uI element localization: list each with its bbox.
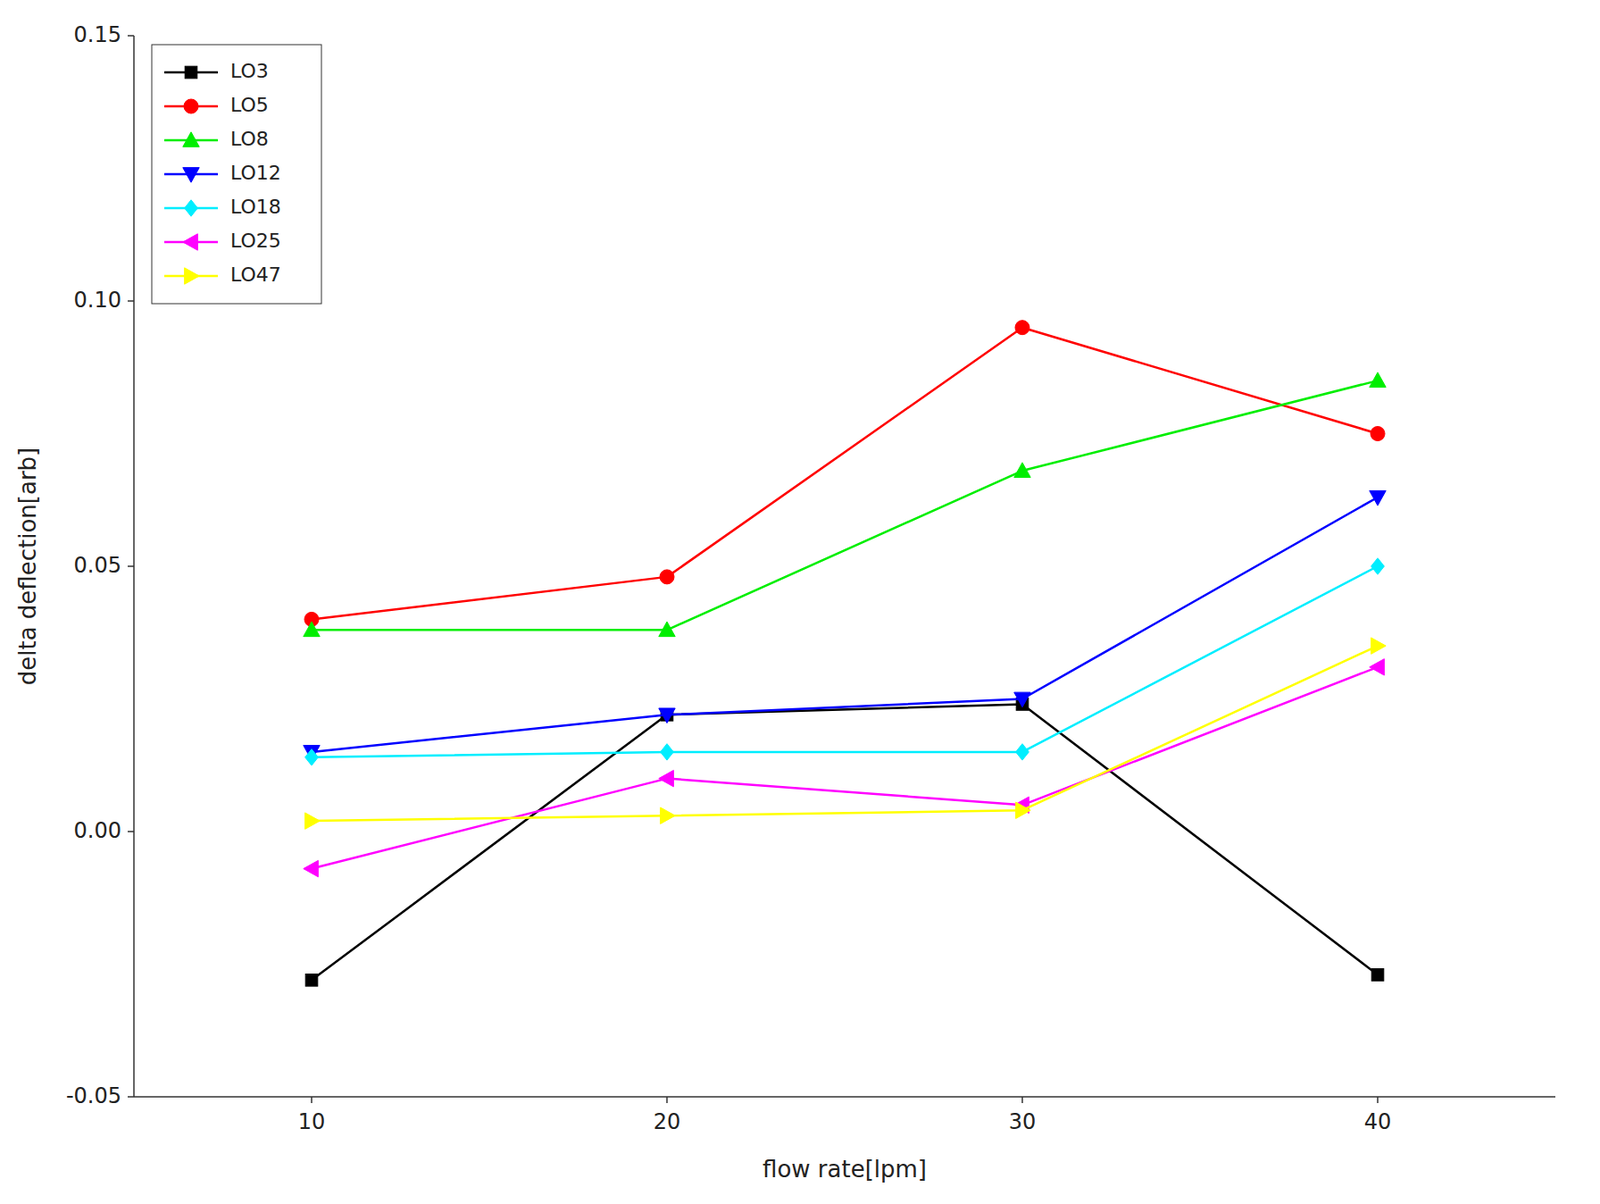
y-tick-label: 0.15 [74,22,122,48]
x-tick-label: 30 [1008,1108,1037,1134]
series-line [311,380,1378,630]
data-point [305,749,319,766]
series [303,658,1385,877]
data-point [303,621,320,637]
x-tick-label: 40 [1364,1108,1392,1134]
x-tick-label: 20 [653,1108,682,1134]
x-tick [310,1096,313,1103]
x-axis-label: flow rate[lpm] [762,1155,927,1183]
y-tick-label: 0.05 [74,552,122,578]
y-tick [127,830,134,833]
data-point [303,859,319,876]
x-tick [1376,1096,1379,1103]
data-point [659,569,675,584]
legend-label: LO5 [230,93,269,117]
plot-area [303,320,1386,986]
data-point [660,743,675,760]
series [305,698,1384,986]
legend-label: LO12 [230,161,282,184]
data-point [658,708,675,724]
legend-box [151,44,322,304]
data-point [658,769,675,786]
y-tick [127,1095,134,1098]
series-line [311,703,1378,980]
data-point [660,807,676,824]
data-point [1014,462,1031,478]
data-point [1369,490,1386,506]
data-point [1016,743,1030,760]
legend-label: LO3 [230,59,269,83]
data-point [1369,372,1386,388]
series [305,637,1387,829]
x-tick [1021,1096,1024,1103]
data-point [658,621,675,637]
legend-marker [184,66,198,79]
chart-container: 10 20 30 40 -0.05 0.00 0.05 0.10 0.15 flow rate[l… [0,0,1600,1204]
series [305,558,1385,766]
data-point [1016,801,1032,818]
x-axis-line [133,1095,1556,1098]
data-point [1369,658,1385,675]
legend-marker [183,167,200,184]
x-tick [666,1096,668,1103]
legend-label: LO47 [230,263,282,286]
series-line [311,327,1378,620]
y-tick [127,34,134,37]
series [304,320,1385,627]
data-point [305,812,321,829]
legend-marker [183,99,199,114]
legend-marker [183,233,199,250]
legend: LO3 LO5 LO8 LO12 LO18 LO25 LO47 [151,44,322,304]
data-point [305,974,318,987]
x-tick-label: 10 [298,1108,326,1134]
series [303,372,1386,637]
legend-marker [183,132,200,148]
data-point [1371,558,1385,575]
series [303,490,1386,760]
data-point [1370,426,1385,442]
series-line [311,666,1378,869]
y-tick-label: -0.05 [66,1083,122,1109]
data-point [1371,637,1387,654]
background [0,0,1600,1204]
legend-label: LO8 [230,127,269,150]
legend-label: LO18 [230,195,282,218]
y-axis-label: delta deflection[arb] [14,447,42,686]
legend-marker [184,267,200,284]
series-line [311,645,1378,821]
chart-svg: 10 20 30 40 -0.05 0.00 0.05 0.10 0.15 flow rate[l… [0,0,1600,1204]
axes: 10 20 30 40 -0.05 0.00 0.05 0.10 0.15 [66,22,1556,1134]
legend-label: LO25 [230,229,282,252]
data-point [1015,320,1030,335]
y-tick [127,300,134,302]
series-line [311,497,1378,752]
data-point [1371,968,1384,982]
y-tick-label: 0.00 [74,817,122,843]
y-tick-label: 0.10 [74,287,122,313]
data-point [1014,691,1031,708]
y-tick [127,565,134,567]
legend-marker [184,200,199,217]
